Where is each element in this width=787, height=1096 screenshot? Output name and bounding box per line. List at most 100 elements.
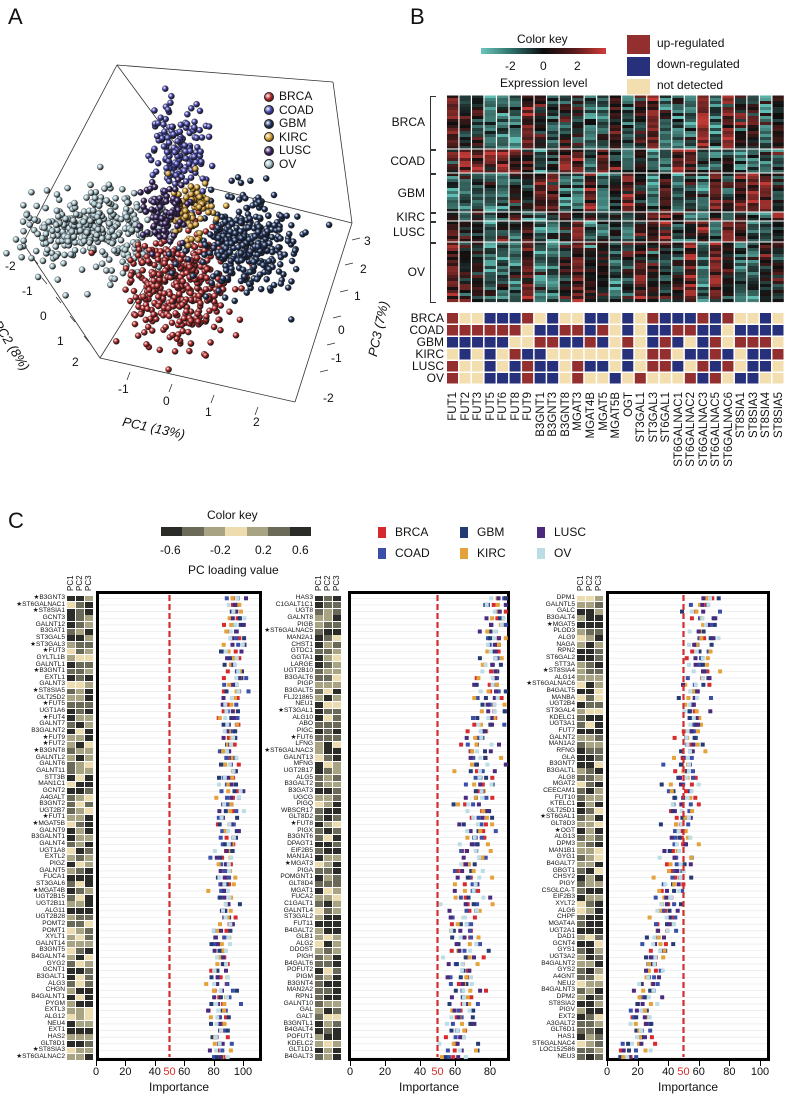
heatmap-cell <box>572 137 584 141</box>
heatmap-cell <box>772 299 784 303</box>
pca-point-gbm <box>288 316 295 323</box>
heatmap-cell <box>722 254 734 258</box>
heatmap-cell <box>447 152 459 156</box>
heatmap-cell <box>509 143 521 147</box>
pca-point-brca <box>193 254 201 262</box>
importance-point-lusc <box>218 869 223 873</box>
importance-point-gbm <box>217 948 222 953</box>
heatmap-cell <box>634 188 647 192</box>
heatmap-cell <box>534 269 546 273</box>
heatmap-cell <box>672 290 684 294</box>
pc-loading-cell <box>76 681 84 688</box>
importance-point-ov <box>479 789 484 794</box>
heatmap-cell <box>672 185 684 189</box>
pca-point-lusc <box>150 222 158 230</box>
importance-point-lusc <box>218 1055 223 1060</box>
heatmap-cell <box>572 215 584 219</box>
pca-point-coad <box>165 139 173 147</box>
importance-point-kirc <box>474 1048 478 1053</box>
heatmap-cell <box>709 197 722 201</box>
heatmap-cell <box>722 176 734 180</box>
heatmap-cell <box>547 155 559 159</box>
importance-point-kirc <box>229 702 234 707</box>
heatmap-cell <box>522 152 534 156</box>
heatmap-cell <box>772 296 784 300</box>
heatmap-cell <box>509 224 521 228</box>
heatmap-cell <box>609 275 622 279</box>
pca-point-coad <box>161 128 168 135</box>
heatmap-cell <box>584 188 597 192</box>
heatmap-cell <box>747 167 759 171</box>
heatmap-cell <box>484 158 496 162</box>
heatmap-cell <box>622 266 634 270</box>
heatmap-cell <box>747 272 759 276</box>
pca-point-gbm <box>221 294 229 301</box>
pc-loading-cell <box>76 967 84 974</box>
status-cell-coad <box>634 325 646 336</box>
pca-box-edge <box>99 357 296 403</box>
heatmap-cell <box>609 161 622 165</box>
heatmap-cell <box>722 119 734 123</box>
heatmap-cell <box>647 179 659 183</box>
heatmap-cell <box>772 203 784 207</box>
heatmap-cell <box>597 161 609 165</box>
heatmap-cell <box>672 227 684 231</box>
pca-point-coad <box>191 153 198 160</box>
heatmap-cell <box>759 203 772 207</box>
status-cell-brca <box>672 313 684 324</box>
heatmap-cell <box>709 137 722 141</box>
pc-loading-cell <box>76 801 84 808</box>
pc-loading-cell <box>85 908 93 914</box>
pca-point-brca <box>187 290 194 297</box>
pc-loading-cell <box>67 715 75 721</box>
pca-point-gbm <box>226 249 234 256</box>
importance-point-ov <box>228 636 233 641</box>
pca-point-gbm <box>239 241 247 249</box>
importance-point-lusc <box>490 722 494 727</box>
importance-point-ov <box>227 895 232 900</box>
pca-point-ov <box>92 263 100 271</box>
importance-point-kirc <box>490 616 495 621</box>
heatmap-cell <box>534 155 546 159</box>
heatmap-cell <box>447 131 459 135</box>
importance-point-kirc <box>222 1008 227 1013</box>
heatmap-cell <box>672 188 684 192</box>
heatmap-cell <box>559 110 571 114</box>
pca-point-gbm <box>263 276 270 283</box>
heatmap-cell <box>647 266 659 270</box>
pca-point-ov <box>87 217 94 225</box>
pca-point-brca <box>130 287 138 295</box>
heatmap-cell <box>634 290 647 294</box>
importance-point-kirc <box>476 676 481 681</box>
pca-point-ov <box>52 221 60 229</box>
heatmap-cell <box>647 119 659 123</box>
pc-loading-cell <box>85 635 93 642</box>
heatmap-cell <box>484 134 496 138</box>
pca-point-ov <box>41 224 48 232</box>
legend-label-kirc: KIRC <box>477 546 506 560</box>
importance-point-gbm <box>233 729 238 734</box>
loading-key-step <box>246 527 269 536</box>
pca-point-gbm <box>237 179 245 187</box>
heatmap-cell <box>472 203 484 207</box>
pca-tick <box>254 406 259 416</box>
importance-point-brca <box>451 1055 456 1060</box>
status-cell-kirc <box>459 349 471 360</box>
heatmap-cell <box>684 275 697 279</box>
legend-label: COAD <box>279 102 314 117</box>
heatmap-cell <box>447 137 459 141</box>
pca-point-brca <box>142 316 150 324</box>
heatmap-cell <box>697 299 709 303</box>
heatmap-cell <box>522 272 534 276</box>
pca-point-coad <box>151 107 158 114</box>
heatmap-cell <box>497 176 509 180</box>
pc-loading-cell <box>76 834 84 841</box>
pca-point-gbm <box>185 256 192 263</box>
heatmap-cell <box>659 140 672 144</box>
heatmap-cell <box>722 224 734 228</box>
status-cell-ov <box>459 373 471 384</box>
pc-loading-cell <box>85 708 93 715</box>
importance-point-ov <box>226 862 231 867</box>
heatmap-cell <box>697 164 709 168</box>
heatmap-cell <box>547 119 559 123</box>
